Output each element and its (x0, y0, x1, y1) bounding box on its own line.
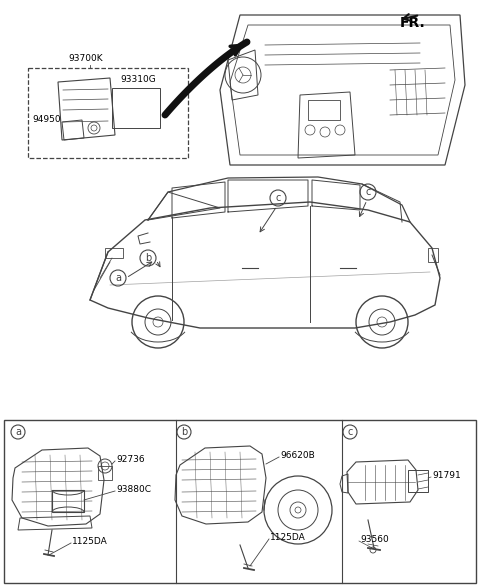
Text: 1125DA: 1125DA (270, 534, 306, 542)
Text: 93560: 93560 (360, 535, 389, 545)
Bar (105, 248, 123, 258)
Text: 93310G: 93310G (120, 75, 156, 84)
Bar (98, 466, 112, 480)
Bar (428, 248, 438, 262)
Text: 96620B: 96620B (280, 451, 315, 460)
Text: 92736: 92736 (116, 456, 144, 464)
Text: 1125DA: 1125DA (72, 538, 108, 546)
Bar (52, 490, 84, 512)
Text: 94950: 94950 (32, 115, 60, 124)
Text: 91791: 91791 (432, 471, 461, 481)
Text: a: a (115, 273, 121, 283)
Text: a: a (15, 427, 21, 437)
Text: 93700K: 93700K (68, 54, 103, 63)
Text: b: b (181, 427, 187, 437)
Text: c: c (348, 427, 353, 437)
Text: 93880C: 93880C (116, 485, 151, 494)
Text: b: b (145, 253, 151, 263)
Text: FR.: FR. (400, 16, 426, 30)
Bar (28, 68, 188, 158)
Text: c: c (365, 187, 371, 197)
Bar (408, 470, 428, 492)
Text: c: c (276, 193, 281, 203)
Bar (4, 420, 476, 583)
Bar (308, 100, 340, 120)
Bar (112, 88, 160, 128)
